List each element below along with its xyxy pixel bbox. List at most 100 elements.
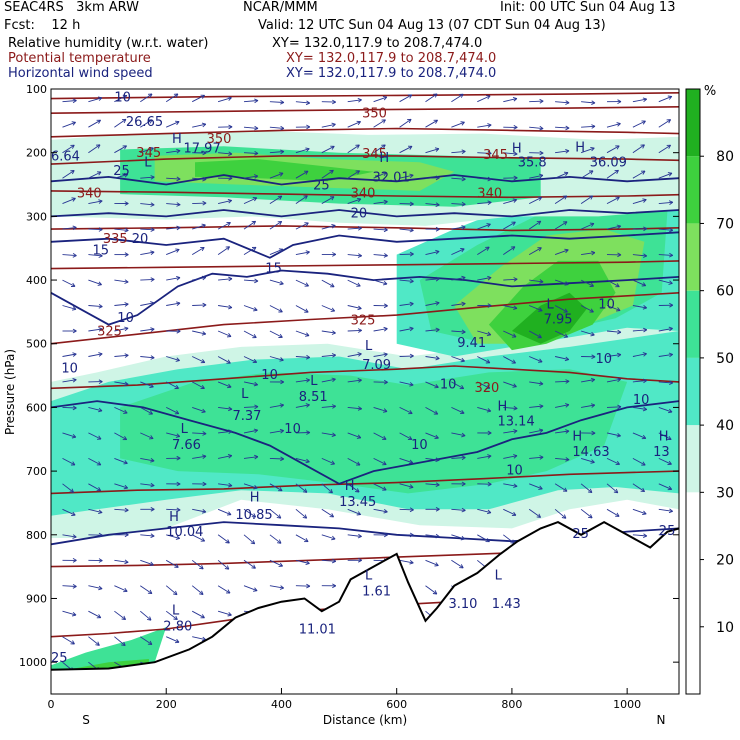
- wind-vector: [503, 381, 517, 388]
- wind-vector: [165, 93, 179, 103]
- wind-vector: [347, 432, 362, 439]
- wind-vector: [580, 330, 595, 337]
- x-tick-label: 600: [386, 698, 407, 711]
- wind-vector: [425, 407, 439, 415]
- wind-vector: [62, 558, 77, 563]
- wind-vector: [581, 100, 596, 106]
- wind-vector: [62, 305, 77, 311]
- contour-annotation: L: [241, 387, 249, 402]
- wind-vector: [321, 404, 336, 409]
- wind-vector: [166, 356, 180, 362]
- wind-vector: [140, 327, 155, 332]
- wind-vector: [321, 534, 336, 541]
- wind-vector: [399, 532, 414, 538]
- wind-vector: [243, 508, 257, 518]
- wind-vector: [62, 352, 77, 357]
- contour-annotation: 25: [313, 179, 330, 194]
- wind-vector: [140, 355, 155, 360]
- wind-vector: [217, 559, 230, 570]
- wind-vector: [321, 224, 336, 230]
- wind-vector: [88, 532, 103, 538]
- contour-annotation: 345: [483, 148, 508, 163]
- contour-annotation: L: [547, 298, 555, 313]
- wind-vector: [503, 125, 518, 130]
- contour-annotation: 7.66: [172, 438, 201, 453]
- wind-vector: [217, 508, 232, 516]
- wind-vector: [218, 453, 233, 459]
- wind-vector: [477, 200, 492, 205]
- wind-vector: [269, 149, 285, 155]
- contour-annotation: 26.65: [126, 115, 163, 130]
- wind-vector: [321, 508, 334, 518]
- wind-vector: [347, 406, 362, 411]
- wind-vector: [373, 483, 387, 491]
- wind-vector: [218, 151, 233, 157]
- wind-vector: [347, 483, 360, 493]
- contour-annotation: 1.61: [362, 584, 391, 599]
- theta-contour-1: [51, 365, 679, 390]
- wind-vector: [477, 406, 492, 413]
- theta-contour-8: [51, 225, 679, 232]
- wind-vector: [217, 381, 232, 389]
- fcst-label: Fcst: 12 h: [4, 18, 81, 33]
- wind-vector: [425, 93, 438, 103]
- wind-vector: [321, 252, 337, 257]
- wind-vector: [606, 305, 621, 312]
- wind-vector: [581, 354, 596, 360]
- wind-vector: [321, 558, 337, 564]
- wind-vector: [140, 301, 155, 306]
- wind-vector: [140, 432, 154, 440]
- wind-vector: [425, 457, 440, 463]
- contour-annotation: 10: [261, 368, 278, 383]
- wind-vector: [555, 379, 570, 384]
- wind-vector: [347, 328, 362, 333]
- wind-vector: [399, 381, 414, 387]
- wind-vector: [114, 302, 129, 307]
- wind-vector: [165, 559, 179, 568]
- contour-annotation: 35.8: [518, 156, 547, 171]
- wind-vector: [503, 175, 518, 181]
- wind-vector: [218, 176, 233, 181]
- wind-vector: [165, 406, 180, 415]
- wind-vector: [477, 430, 492, 436]
- wind-vector: [425, 226, 440, 232]
- wind-vector: [425, 381, 439, 389]
- wind-vector: [399, 353, 414, 359]
- contour-annotation: 7.95: [544, 312, 573, 327]
- colorbar-band: [686, 425, 700, 493]
- theta-contour-7: [51, 127, 679, 138]
- contour-annotation: 10: [117, 311, 134, 326]
- contour-annotation: 10: [440, 377, 457, 392]
- wind-vector: [658, 483, 673, 491]
- wind-vector: [192, 302, 207, 308]
- wind-vector: [528, 330, 542, 339]
- wind-vector: [451, 534, 466, 541]
- wind-vector: [399, 227, 414, 233]
- wind-vector: [451, 381, 465, 390]
- wind-vector: [347, 533, 362, 539]
- wind-vector: [114, 118, 127, 128]
- wind-vector: [529, 483, 543, 490]
- wind-vector: [581, 430, 596, 436]
- wind-vector: [529, 173, 544, 179]
- wind-vector: [451, 329, 466, 335]
- contour-annotation: H: [659, 430, 669, 445]
- wind-vector: [243, 404, 259, 410]
- wind-vector: [295, 559, 310, 566]
- wind-vector: [347, 253, 362, 258]
- x-tick-label: 200: [156, 698, 177, 711]
- wind-vector: [451, 201, 466, 207]
- wind-vector: [191, 610, 205, 619]
- wind-vector: [166, 225, 181, 231]
- y-tick-label: 100: [26, 83, 47, 96]
- wind-vector: [217, 96, 232, 103]
- wind-vector: [88, 406, 103, 413]
- wind-vector: [399, 432, 413, 440]
- wind-vector: [88, 227, 103, 232]
- wind-vector: [373, 199, 388, 205]
- wind-vector: [88, 483, 102, 492]
- wind-vector: [88, 432, 102, 440]
- wind-vector: [658, 279, 673, 285]
- wind-vector: [140, 93, 153, 103]
- wind-vector: [192, 176, 207, 182]
